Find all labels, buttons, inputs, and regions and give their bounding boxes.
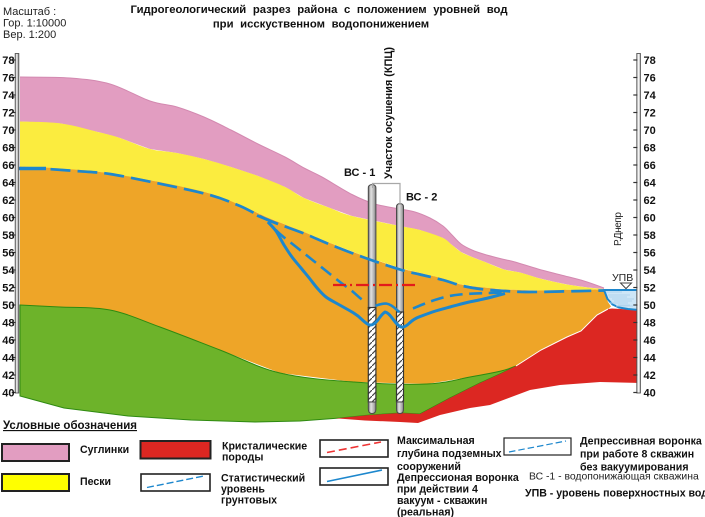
svg-text:64: 64 bbox=[644, 178, 657, 190]
svg-text:Участок осушения (КПЦ): Участок осушения (КПЦ) bbox=[383, 47, 395, 179]
svg-text:породы: породы bbox=[222, 452, 263, 464]
svg-text:при действии 4: при действии 4 bbox=[397, 484, 478, 496]
svg-text:Масштаб :: Масштаб : bbox=[3, 6, 56, 18]
svg-text:58: 58 bbox=[644, 230, 656, 242]
svg-text:54: 54 bbox=[2, 265, 15, 277]
svg-text:Условные обозначения: Условные обозначения bbox=[3, 420, 137, 432]
svg-text:Депрессивная воронка: Депрессивная воронка bbox=[580, 436, 702, 448]
svg-text:68: 68 bbox=[644, 143, 656, 155]
svg-text:52: 52 bbox=[644, 283, 656, 295]
svg-text:УПВ: УПВ bbox=[612, 272, 633, 284]
svg-text:Депрессионая воронка: Депрессионая воронка bbox=[397, 472, 519, 484]
svg-text:70: 70 bbox=[644, 125, 656, 137]
svg-text:76: 76 bbox=[644, 73, 656, 85]
svg-text:Гидрогеологический разрез ра: Гидрогеологический разрез района с полож… bbox=[130, 4, 507, 16]
svg-text:Кристалические: Кристалические bbox=[222, 441, 307, 453]
svg-text:без вакуумирования: без вакуумирования bbox=[580, 462, 689, 474]
svg-text:52: 52 bbox=[2, 283, 14, 295]
svg-text:уровень: уровень bbox=[221, 484, 265, 496]
svg-text:66: 66 bbox=[2, 160, 14, 172]
svg-text:66: 66 bbox=[644, 160, 656, 172]
svg-text:74: 74 bbox=[2, 90, 15, 102]
svg-text:Максимальная: Максимальная bbox=[397, 435, 475, 447]
svg-text:78: 78 bbox=[644, 55, 656, 67]
svg-text:48: 48 bbox=[2, 318, 14, 330]
svg-text:72: 72 bbox=[2, 108, 14, 120]
svg-text:42: 42 bbox=[644, 370, 656, 382]
svg-text:68: 68 bbox=[2, 143, 14, 155]
svg-text:ВС -1 - водопонижающая скважи: ВС -1 - водопонижающая скважина bbox=[529, 472, 699, 483]
svg-text:Суглинки: Суглинки bbox=[80, 444, 129, 456]
svg-text:ВС - 2: ВС - 2 bbox=[406, 192, 437, 204]
svg-text:при работе 8 скважин: при работе 8 скважин bbox=[580, 449, 694, 461]
svg-text:глубина подземных: глубина подземных bbox=[397, 448, 502, 460]
svg-text:56: 56 bbox=[2, 248, 14, 260]
svg-text:46: 46 bbox=[2, 335, 14, 347]
svg-text:62: 62 bbox=[2, 195, 14, 207]
svg-text:76: 76 bbox=[2, 73, 14, 85]
svg-text:46: 46 bbox=[644, 335, 656, 347]
svg-text:Р.Днепр: Р.Днепр bbox=[613, 212, 624, 246]
svg-text:грунтовых: грунтовых bbox=[221, 495, 277, 507]
svg-text:УПВ - уровень поверхностных в: УПВ - уровень поверхностных вод bbox=[525, 488, 705, 500]
svg-text:72: 72 bbox=[644, 108, 656, 120]
svg-text:40: 40 bbox=[644, 388, 656, 400]
svg-text:ВС - 1: ВС - 1 bbox=[344, 167, 375, 179]
svg-text:64: 64 bbox=[2, 178, 15, 190]
svg-text:60: 60 bbox=[644, 213, 656, 225]
svg-text:вакуум - скважин: вакуум - скважин bbox=[397, 495, 487, 507]
svg-text:(реальная): (реальная) bbox=[397, 507, 454, 517]
svg-text:50: 50 bbox=[644, 300, 656, 312]
svg-text:44: 44 bbox=[644, 353, 657, 365]
svg-text:54: 54 bbox=[644, 265, 657, 277]
svg-text:56: 56 bbox=[644, 248, 656, 260]
svg-text:Статистический: Статистический bbox=[221, 473, 305, 485]
svg-text:50: 50 bbox=[2, 300, 14, 312]
svg-text:60: 60 bbox=[2, 213, 14, 225]
svg-text:сооружений: сооружений bbox=[397, 461, 461, 473]
svg-text:40: 40 bbox=[2, 388, 14, 400]
svg-text:58: 58 bbox=[2, 230, 14, 242]
svg-text:70: 70 bbox=[2, 125, 14, 137]
svg-text:44: 44 bbox=[2, 353, 15, 365]
svg-text:42: 42 bbox=[2, 370, 14, 382]
svg-text:при исскуственном водопониже: при исскуственном водопонижением bbox=[213, 19, 429, 31]
svg-text:Гор. 1:10000: Гор. 1:10000 bbox=[3, 18, 66, 30]
svg-text:Пески: Пески bbox=[80, 476, 111, 488]
svg-text:48: 48 bbox=[644, 318, 656, 330]
svg-text:74: 74 bbox=[644, 90, 657, 102]
svg-text:Вер. 1:200: Вер. 1:200 bbox=[3, 29, 56, 41]
svg-text:62: 62 bbox=[644, 195, 656, 207]
svg-text:78: 78 bbox=[2, 55, 14, 67]
